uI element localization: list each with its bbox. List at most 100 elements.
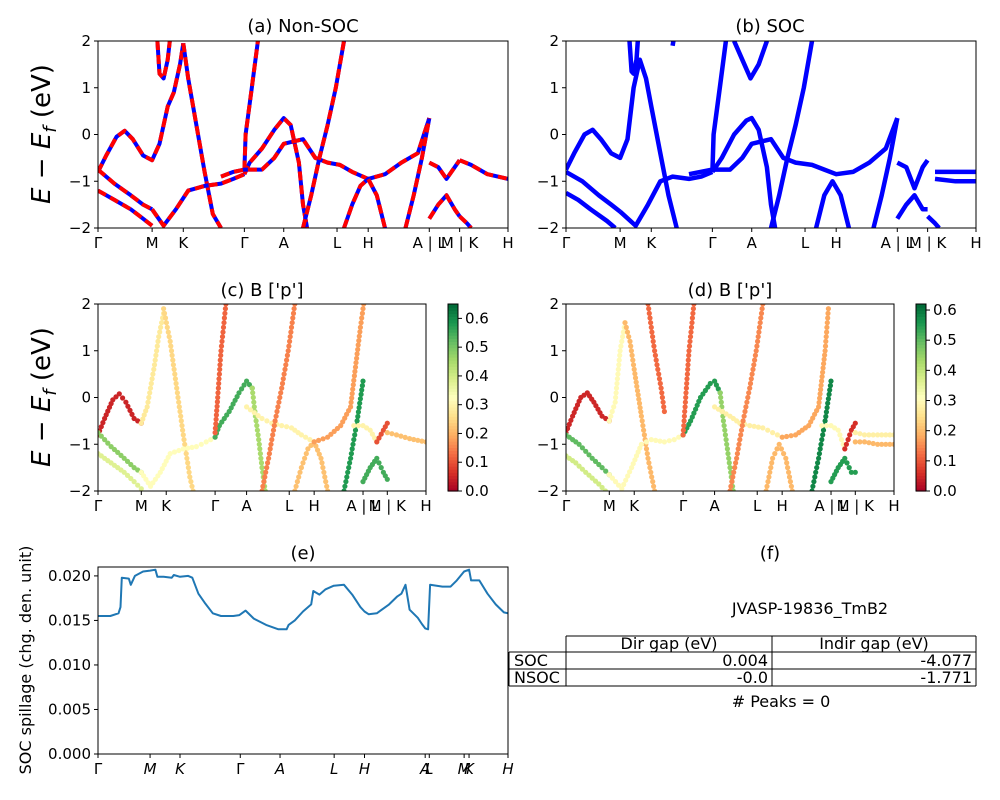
projection-point [146, 394, 152, 401]
colorbar-swatch [916, 338, 926, 342]
projection-point [316, 451, 322, 457]
projection-point [589, 455, 595, 461]
x-tick-label: Γ [236, 760, 245, 778]
panel-c-title: (c) B ['p'] [220, 280, 303, 301]
projection-point [155, 338, 161, 344]
band-line-non-soc [242, 41, 260, 170]
projection-point [739, 423, 745, 429]
x-tick-label: L [801, 234, 810, 252]
panel-c-y-label: E − Ef (eV) [27, 327, 61, 467]
projection-point [820, 427, 827, 433]
x-tick-label: H [502, 234, 513, 252]
projection-point [102, 437, 108, 443]
projection-point [758, 315, 764, 321]
projection-point [187, 474, 193, 480]
projection-point [622, 320, 628, 326]
projection-point [167, 451, 173, 457]
projection-point [772, 451, 778, 457]
projection-point [735, 446, 741, 452]
colorbar-swatch [448, 341, 458, 346]
band-line-non-soc [427, 193, 462, 220]
x-tick-label: Γ [240, 234, 249, 252]
projection-point [257, 451, 263, 457]
projection-point [812, 474, 818, 480]
projection-point [161, 306, 167, 312]
projection-point [861, 432, 868, 438]
x-tick-label: M | K [441, 234, 480, 252]
projection-point [765, 479, 771, 485]
projection-point [158, 324, 164, 330]
x-tick-label: M [135, 497, 148, 515]
band-line [934, 176, 976, 184]
projection-point [219, 334, 226, 340]
projection-point [614, 376, 621, 382]
band-line [732, 41, 770, 81]
projection-point [788, 433, 794, 439]
projection-point [824, 405, 830, 411]
projection-point [302, 455, 308, 461]
peaks-count: # Peaks = 0 [732, 692, 831, 711]
projection-point [188, 479, 194, 485]
projection-point [357, 400, 363, 406]
projection-point [694, 402, 700, 408]
projection-point [267, 446, 273, 452]
x-tick-label: K [161, 497, 172, 515]
projection-point [566, 421, 572, 427]
colorbar-swatch [448, 487, 458, 492]
projection-point [98, 433, 104, 439]
colorbar-swatch [916, 353, 926, 358]
projection-point [776, 441, 782, 447]
panel-c-colorbar: 0.0 0.1 0.2 0.3 0.4 0.5 0.6 [447, 303, 489, 500]
projection-point [164, 324, 170, 330]
band-line-non-soc [98, 42, 186, 173]
projection-point [351, 437, 357, 443]
projection-point [151, 366, 157, 372]
projection-point [98, 424, 104, 430]
projection-point [586, 452, 592, 458]
projection-point [152, 357, 158, 363]
y-tick-label: 0.015 [48, 611, 91, 629]
projection-point [817, 446, 823, 452]
x-tick-label: H [420, 497, 431, 515]
projection-point [783, 455, 789, 461]
projection-point [322, 474, 328, 480]
panel-e-y-ticks: 0.000 0.005 0.010 0.015 0.020 [48, 567, 98, 763]
projection-point [727, 488, 733, 491]
projection-point [262, 474, 268, 480]
projection-point [713, 382, 720, 388]
projection-point [768, 465, 774, 471]
colorbar-swatch [448, 434, 458, 439]
colorbar-swatch [448, 394, 458, 399]
colorbar-swatch [448, 356, 458, 361]
projection-point [349, 446, 355, 452]
projection-point [757, 320, 763, 326]
projection-point [749, 371, 755, 377]
colorbar-tick-label: 0.2 [933, 422, 957, 440]
projection-point [374, 439, 380, 445]
projection-point [599, 484, 605, 491]
projection-point [415, 437, 421, 443]
colorbar-swatch [448, 366, 458, 371]
colorbar-swatch [916, 397, 926, 402]
colorbar-swatch [448, 369, 458, 374]
projection-point [135, 482, 141, 488]
projection-point [351, 377, 357, 383]
projection-point [870, 440, 876, 447]
projection-point [125, 403, 131, 409]
projection-point [838, 437, 845, 443]
projection-point [764, 483, 770, 489]
projection-point [603, 468, 609, 474]
projection-point [637, 405, 643, 411]
projection-point [696, 398, 702, 404]
projection-point [180, 446, 186, 452]
projection-point [784, 433, 790, 440]
colorbar-swatch [916, 335, 926, 339]
projection-point [852, 430, 858, 436]
projection-point [170, 357, 176, 363]
projection-point [660, 399, 666, 405]
projection-point [816, 455, 822, 461]
projection-point [351, 373, 357, 379]
projection-point [691, 410, 697, 416]
projection-point [315, 447, 321, 453]
